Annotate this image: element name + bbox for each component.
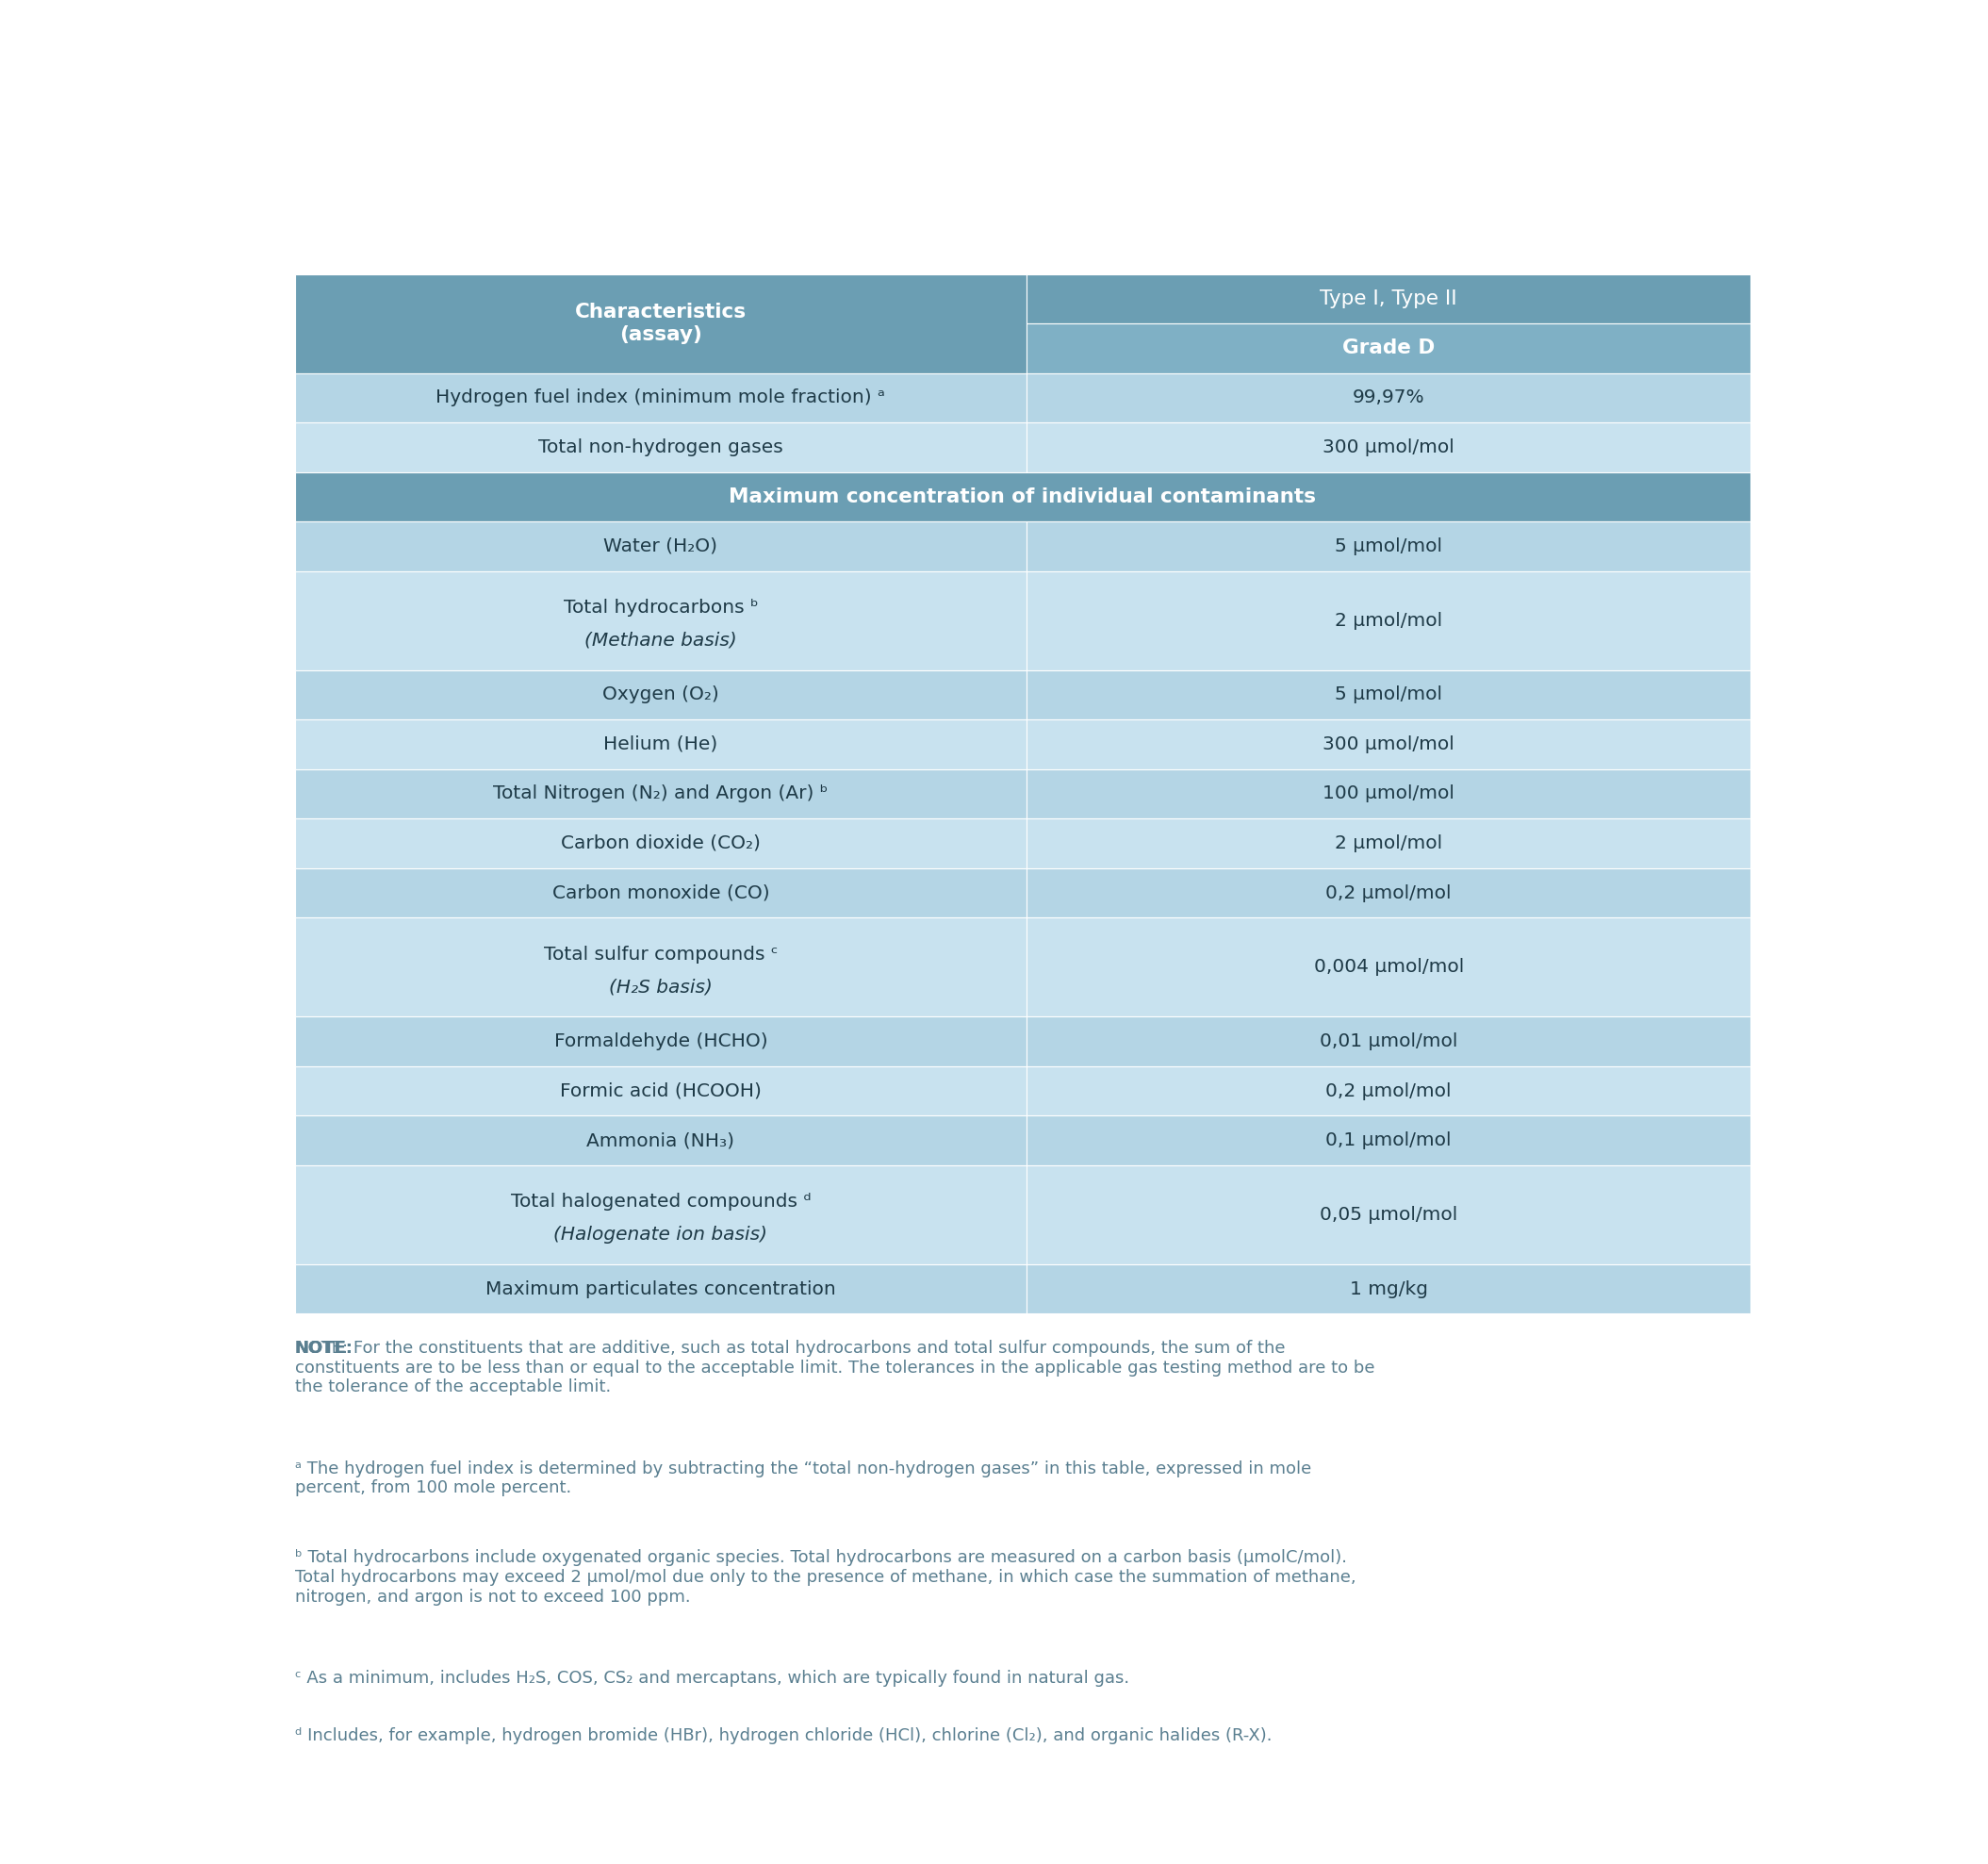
Bar	[294, 669, 1026, 720]
Text: Helium (He): Helium (He)	[604, 736, 718, 753]
Bar	[294, 1066, 1026, 1117]
Bar	[1026, 720, 1751, 770]
Text: Maximum particulates concentration: Maximum particulates concentration	[485, 1281, 835, 1297]
Bar	[294, 770, 1026, 818]
Bar	[294, 1165, 1026, 1264]
Text: Water (H₂O): Water (H₂O)	[604, 537, 718, 555]
Text: 0,2 μmol/mol: 0,2 μmol/mol	[1326, 884, 1451, 902]
Text: Hydrogen fuel index (minimum mole fraction) ᵃ: Hydrogen fuel index (minimum mole fracti…	[435, 390, 885, 406]
Bar	[1026, 423, 1751, 472]
Text: 2 μmol/mol: 2 μmol/mol	[1334, 835, 1443, 852]
Bar	[294, 869, 1026, 917]
Text: Total non-hydrogen gases: Total non-hydrogen gases	[539, 438, 783, 457]
Bar	[1026, 1066, 1751, 1117]
Bar	[1026, 1117, 1751, 1165]
Bar	[294, 522, 1026, 570]
Text: 0,01 μmol/mol: 0,01 μmol/mol	[1320, 1033, 1457, 1051]
Text: 0,1 μmol/mol: 0,1 μmol/mol	[1326, 1131, 1451, 1150]
Bar	[1026, 917, 1751, 1016]
Bar	[294, 423, 1026, 472]
Bar	[1026, 669, 1751, 720]
Text: Type I, Type II: Type I, Type II	[1320, 289, 1457, 308]
Text: ᵇ Total hydrocarbons include oxygenated organic species. Total hydrocarbons are : ᵇ Total hydrocarbons include oxygenated …	[294, 1549, 1356, 1605]
Text: 0,2 μmol/mol: 0,2 μmol/mol	[1326, 1081, 1451, 1100]
Text: Formic acid (HCOOH): Formic acid (HCOOH)	[561, 1081, 761, 1100]
Bar	[1026, 1016, 1751, 1066]
Text: ᶜ As a minimum, includes H₂S, COS, CS₂ and mercaptans, which are typically found: ᶜ As a minimum, includes H₂S, COS, CS₂ a…	[294, 1670, 1129, 1687]
Bar	[294, 917, 1026, 1016]
Bar	[294, 373, 1026, 423]
Bar	[294, 570, 1026, 669]
Bar	[294, 274, 1026, 373]
Bar	[1026, 1165, 1751, 1264]
Text: 5 μmol/mol: 5 μmol/mol	[1334, 537, 1443, 555]
Text: Carbon dioxide (CO₂): Carbon dioxide (CO₂)	[561, 835, 761, 852]
Bar	[1026, 570, 1751, 669]
Bar	[294, 472, 1751, 522]
Text: 0,05 μmol/mol: 0,05 μmol/mol	[1320, 1206, 1457, 1223]
Text: Carbon monoxide (CO): Carbon monoxide (CO)	[553, 884, 769, 902]
Text: Total halogenated compounds ᵈ: Total halogenated compounds ᵈ	[511, 1193, 811, 1212]
Text: (Halogenate ion basis): (Halogenate ion basis)	[553, 1227, 767, 1243]
Text: Total sulfur compounds ᶜ: Total sulfur compounds ᶜ	[543, 945, 777, 964]
Bar	[1026, 373, 1751, 423]
Bar	[294, 818, 1026, 869]
Text: NOTE: For the constituents that are additive, such as total hydrocarbons and tot: NOTE: For the constituents that are addi…	[294, 1340, 1374, 1396]
Text: Ammonia (NH₃): Ammonia (NH₃)	[586, 1131, 736, 1150]
Text: 300 μmol/mol: 300 μmol/mol	[1322, 736, 1455, 753]
Text: 300 μmol/mol: 300 μmol/mol	[1322, 438, 1455, 457]
Text: Total Nitrogen (N₂) and Argon (Ar) ᵇ: Total Nitrogen (N₂) and Argon (Ar) ᵇ	[493, 785, 829, 803]
Bar	[294, 1016, 1026, 1066]
Text: ᵃ The hydrogen fuel index is determined by subtracting the “total non-hydrogen g: ᵃ The hydrogen fuel index is determined …	[294, 1460, 1312, 1497]
Bar	[1026, 1264, 1751, 1314]
Text: 0,004 μmol/mol: 0,004 μmol/mol	[1314, 958, 1463, 977]
Bar	[1026, 274, 1751, 324]
Text: (H₂S basis): (H₂S basis)	[608, 979, 712, 995]
Bar	[1026, 818, 1751, 869]
Text: 2 μmol/mol: 2 μmol/mol	[1334, 611, 1443, 630]
Text: 5 μmol/mol: 5 μmol/mol	[1334, 686, 1443, 705]
Text: 1 mg/kg: 1 mg/kg	[1350, 1281, 1427, 1297]
Text: Oxygen (O₂): Oxygen (O₂)	[602, 686, 720, 705]
Bar	[294, 720, 1026, 770]
Bar	[1026, 324, 1751, 373]
Text: NOTE:: NOTE:	[294, 1340, 354, 1357]
Text: Formaldehyde (HCHO): Formaldehyde (HCHO)	[555, 1033, 767, 1051]
Text: (Methane basis): (Methane basis)	[584, 632, 738, 649]
Text: ᵈ Includes, for example, hydrogen bromide (HBr), hydrogen chloride (HCl), chlori: ᵈ Includes, for example, hydrogen bromid…	[294, 1728, 1272, 1745]
Text: Maximum concentration of individual contaminants: Maximum concentration of individual cont…	[730, 487, 1316, 507]
Bar	[1026, 869, 1751, 917]
Text: Grade D: Grade D	[1342, 339, 1435, 358]
Bar	[294, 1264, 1026, 1314]
Text: Total hydrocarbons ᵇ: Total hydrocarbons ᵇ	[563, 598, 757, 617]
Bar	[294, 1117, 1026, 1165]
Text: Characteristics
(assay): Characteristics (assay)	[575, 304, 746, 343]
Bar	[1026, 522, 1751, 570]
Text: 99,97%: 99,97%	[1352, 390, 1425, 406]
Text: 100 μmol/mol: 100 μmol/mol	[1322, 785, 1455, 803]
Bar	[1026, 770, 1751, 818]
Text: NOTE:: NOTE:	[294, 1340, 354, 1357]
